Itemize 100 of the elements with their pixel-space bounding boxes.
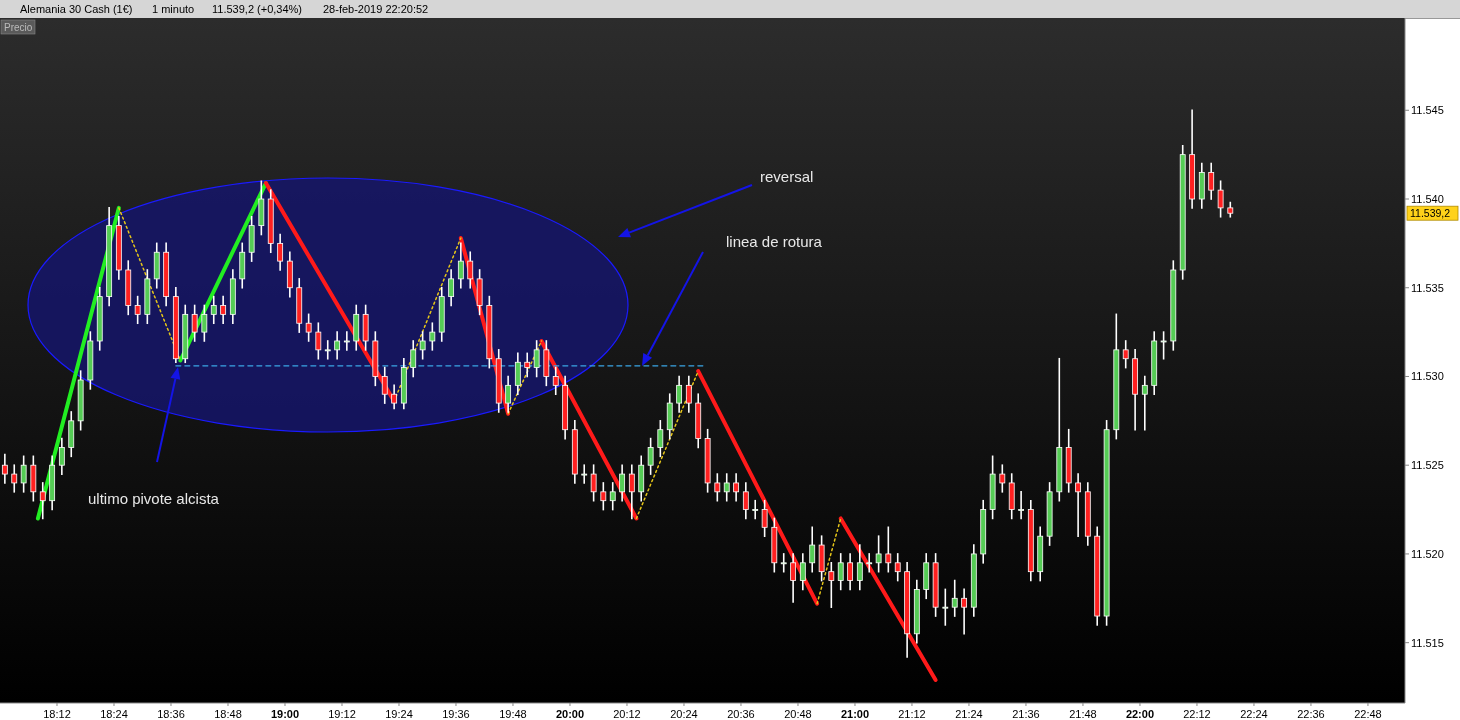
- candlestick: [951, 579, 958, 617]
- candlestick: [1208, 162, 1215, 200]
- candlestick: [58, 437, 65, 475]
- y-tick-label: 11.525: [1411, 459, 1444, 472]
- y-tick-label: 11.530: [1411, 370, 1444, 383]
- y-tick-label: 11.515: [1411, 636, 1444, 649]
- x-tick-label: 20:36: [727, 708, 755, 720]
- candlestick: [210, 295, 217, 325]
- candlestick: [742, 482, 749, 520]
- x-tick-label: 19:00: [270, 708, 300, 720]
- candlestick: [999, 464, 1006, 493]
- annotation: linea de rotura: [726, 233, 823, 250]
- candlestick: [1217, 180, 1224, 218]
- candlestick: [1160, 331, 1167, 360]
- candlestick: [1122, 340, 1129, 369]
- x-tick-label: 19:48: [499, 708, 527, 720]
- candlestick: [600, 482, 607, 511]
- candlestick: [39, 482, 46, 520]
- candlestick: [20, 455, 27, 493]
- candlestick: [961, 588, 968, 635]
- candlestick: [761, 499, 768, 537]
- candlestick: [799, 553, 806, 591]
- candlestick: [1018, 491, 1025, 520]
- candlestick: [866, 553, 873, 573]
- candlestick: [533, 340, 540, 378]
- annotation: Precio: [4, 22, 33, 33]
- text: 11.539,2: [1410, 207, 1451, 220]
- x-tick-label: 19:36: [442, 708, 470, 720]
- candlestick: [524, 352, 531, 378]
- candlestick: [828, 562, 835, 608]
- x-tick-label: 20:12: [613, 708, 641, 720]
- candlestick: [875, 535, 882, 573]
- y-tick-label: 11.535: [1411, 281, 1444, 294]
- candlestick: [609, 482, 616, 511]
- candlestick: [780, 553, 787, 573]
- x-tick-label: 19:12: [328, 708, 356, 720]
- candlestick: [134, 295, 141, 325]
- chart-title: Alemania 30 Cash (1€): [20, 3, 133, 15]
- text: 28-feb-2019 22:20:52: [323, 3, 429, 15]
- candlestick: [334, 331, 341, 360]
- candlestick: [752, 499, 759, 520]
- candlestick: [505, 375, 512, 413]
- candlestick: [856, 544, 863, 591]
- x-tick-label: 22:48: [1354, 708, 1382, 720]
- candlestick: [885, 526, 892, 573]
- candlestick: [1141, 375, 1148, 431]
- x-tick-label: 18:48: [214, 708, 242, 720]
- x-tick-label: 22:36: [1297, 708, 1325, 720]
- annotation: reversal: [760, 168, 814, 185]
- candlestick: [220, 295, 227, 325]
- x-tick-label: 18:24: [100, 708, 128, 720]
- candlestick: [448, 269, 455, 307]
- x-tick-label: 22:24: [1240, 708, 1268, 720]
- x-tick-label: 21:48: [1069, 708, 1097, 720]
- candlestick: [1075, 473, 1082, 537]
- x-tick-label: 21:00: [840, 708, 870, 720]
- x-tick-label: 21:36: [1012, 708, 1040, 720]
- candlestick: [733, 473, 740, 502]
- candlestick: [419, 331, 426, 360]
- x-tick-label: 20:24: [670, 708, 698, 720]
- candlestick: [676, 375, 683, 413]
- candlestick: [191, 304, 198, 342]
- chart-subtitle: 1 minuto: [152, 3, 195, 15]
- annotation: ultimo pivote alcista: [88, 490, 220, 507]
- candlestick: [790, 553, 797, 603]
- x-tick-label: 22:00: [1125, 708, 1155, 720]
- candlestick: [277, 233, 284, 271]
- candlestick: [657, 420, 664, 458]
- candlestick: [410, 340, 417, 378]
- candlestick: [201, 304, 208, 342]
- candlestick: [514, 352, 521, 396]
- candlestick: [685, 375, 692, 413]
- x-tick-label: 19:24: [385, 708, 413, 720]
- candlestick: [324, 340, 331, 360]
- x-tick-label: 18:12: [43, 708, 71, 720]
- candlestick: [590, 464, 597, 502]
- candlestick: [467, 251, 474, 289]
- candlestick: [619, 464, 626, 502]
- candlestick: [847, 553, 854, 591]
- candlestick: [647, 437, 654, 475]
- candlestick: [581, 464, 588, 484]
- candlestick: [305, 313, 312, 342]
- candlestick: [457, 242, 464, 289]
- candlestick: [809, 526, 816, 573]
- y-tick-label: 11.545: [1411, 104, 1444, 117]
- candlestick: [11, 464, 18, 493]
- candlestick: [723, 473, 730, 502]
- candlestick: [315, 322, 322, 360]
- candlestick: [894, 553, 901, 582]
- candlestick: [1, 453, 8, 484]
- x-tick-label: 20:00: [555, 708, 585, 720]
- candlestick: [714, 473, 721, 502]
- x-tick-label: 20:48: [784, 708, 812, 720]
- text: 11.539,2 (+0,34%): [212, 3, 302, 15]
- x-tick-label: 18:36: [157, 708, 185, 720]
- x-tick-label: 21:24: [955, 708, 983, 720]
- y-tick-label: 11.540: [1411, 192, 1444, 205]
- candlestick: [942, 588, 949, 626]
- candlestick: [837, 553, 844, 591]
- candlestick: [343, 331, 350, 351]
